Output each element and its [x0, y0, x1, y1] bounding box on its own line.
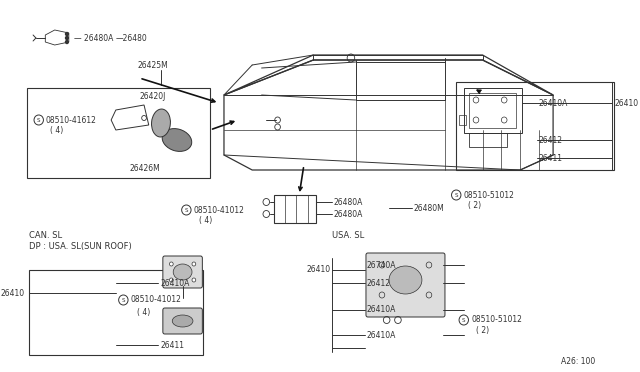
Text: CAN. SL: CAN. SL	[29, 231, 63, 240]
Text: 26426M: 26426M	[130, 164, 161, 173]
Text: S: S	[454, 192, 458, 198]
Circle shape	[192, 278, 196, 282]
Text: S: S	[37, 118, 40, 122]
Circle shape	[65, 41, 68, 44]
Text: 26411: 26411	[160, 340, 184, 350]
Text: ( 2): ( 2)	[468, 201, 481, 209]
Text: 26412: 26412	[367, 279, 391, 288]
Text: 08510-41012: 08510-41012	[131, 295, 182, 305]
Text: 08510-41612: 08510-41612	[45, 115, 96, 125]
Text: 26410A: 26410A	[160, 279, 189, 288]
Text: 26480A: 26480A	[334, 198, 364, 206]
Ellipse shape	[162, 129, 192, 151]
Text: S: S	[462, 317, 465, 323]
Text: DP : USA. SL(SUN ROOF): DP : USA. SL(SUN ROOF)	[29, 241, 132, 250]
Text: 26740A: 26740A	[367, 260, 396, 269]
Text: S: S	[122, 298, 125, 302]
Text: 26410A: 26410A	[367, 330, 396, 340]
Text: ( 4): ( 4)	[50, 125, 63, 135]
Text: 26420J: 26420J	[140, 92, 166, 100]
Text: ( 2): ( 2)	[476, 326, 489, 334]
Text: 26410: 26410	[614, 99, 638, 108]
Bar	[459, 115, 466, 125]
Text: 08510-51012: 08510-51012	[471, 315, 522, 324]
Circle shape	[65, 32, 68, 35]
Ellipse shape	[152, 109, 170, 137]
Text: — 26480A: — 26480A	[74, 33, 113, 42]
Bar	[274, 195, 316, 223]
Ellipse shape	[173, 264, 192, 280]
Bar	[469, 93, 516, 128]
Text: —26480: —26480	[116, 33, 148, 42]
Text: 26480A: 26480A	[334, 209, 364, 218]
Text: 08510-51012: 08510-51012	[464, 190, 515, 199]
Bar	[29, 270, 204, 355]
Text: ( 4): ( 4)	[136, 308, 150, 317]
Circle shape	[170, 278, 173, 282]
Ellipse shape	[172, 315, 193, 327]
Circle shape	[65, 36, 68, 39]
Circle shape	[192, 262, 196, 266]
FancyBboxPatch shape	[163, 308, 202, 334]
Text: USA. SL: USA. SL	[332, 231, 364, 240]
Text: S: S	[184, 208, 188, 212]
FancyBboxPatch shape	[366, 253, 445, 317]
Circle shape	[170, 262, 173, 266]
Text: 26410: 26410	[306, 266, 330, 275]
Ellipse shape	[389, 266, 422, 294]
Bar	[26, 88, 210, 178]
Text: ( 4): ( 4)	[198, 215, 212, 224]
Bar	[469, 133, 507, 147]
Bar	[464, 88, 522, 133]
Text: 26480M: 26480M	[414, 203, 445, 212]
Text: 26411: 26411	[539, 154, 563, 163]
Text: 08510-41012: 08510-41012	[194, 205, 244, 215]
Text: 26410A: 26410A	[539, 99, 568, 108]
Text: 26425M: 26425M	[138, 61, 168, 70]
Text: 26410: 26410	[1, 289, 24, 298]
Text: A26: 100: A26: 100	[561, 357, 595, 366]
Text: 26412: 26412	[539, 135, 563, 144]
Bar	[456, 82, 614, 170]
Text: 26410A: 26410A	[367, 305, 396, 314]
FancyBboxPatch shape	[163, 256, 202, 288]
